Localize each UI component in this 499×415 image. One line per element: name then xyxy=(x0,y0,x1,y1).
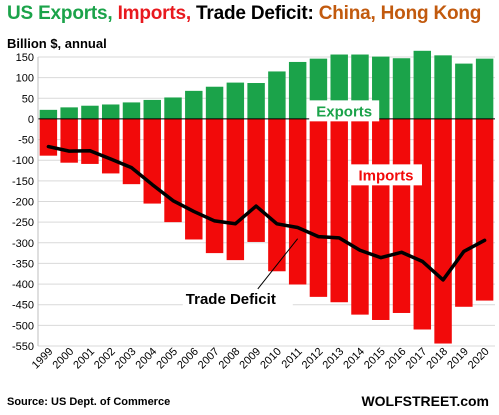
export-bar xyxy=(434,55,452,119)
source-note: Source: US Dept. of Commerce xyxy=(7,396,171,408)
y-tick-label: -450 xyxy=(12,300,34,312)
x-tick-label: 2003 xyxy=(113,346,139,372)
chart-title: US Exports, Imports, Trade Deficit: Chin… xyxy=(7,3,481,25)
import-bar xyxy=(122,118,141,185)
y-tick-label: -150 xyxy=(12,176,34,188)
trade-deficit-leader-line xyxy=(257,238,299,290)
imports-series-label: Imports xyxy=(358,167,413,184)
bars-layer xyxy=(39,50,494,344)
import-bar xyxy=(392,118,411,313)
title-imports: Imports, xyxy=(117,3,192,24)
chart-subtitle: Billion $, annual xyxy=(7,36,107,51)
export-bar xyxy=(288,61,307,119)
import-bar xyxy=(101,118,120,174)
import-bar xyxy=(413,118,432,330)
import-bar xyxy=(39,118,58,156)
export-bar xyxy=(247,83,265,119)
title-region: China, Hong Kong xyxy=(318,3,482,24)
export-bar xyxy=(413,50,432,119)
x-tick-label: 2008 xyxy=(217,346,243,372)
x-tick-label: 2012 xyxy=(300,346,326,372)
x-tick-label: 2019 xyxy=(445,346,471,372)
y-tick-label: -400 xyxy=(12,279,34,291)
import-bar xyxy=(226,118,245,261)
y-tick-label: -100 xyxy=(12,155,34,167)
import-bar xyxy=(288,118,307,285)
trade-deficit-series-label: Trade Deficit xyxy=(186,291,276,308)
export-bar xyxy=(226,82,245,119)
imports-label-box xyxy=(349,164,422,186)
import-bar xyxy=(247,118,265,242)
y-tick-label: 50 xyxy=(22,93,34,105)
exports-series-label: Exports xyxy=(316,103,372,120)
export-bar xyxy=(101,104,120,119)
label-layer: Exports Imports Trade Deficit xyxy=(182,100,422,310)
trade-deficit-line xyxy=(46,144,487,282)
x-tick-label: 2004 xyxy=(134,346,160,372)
x-tick-label: 2000 xyxy=(50,346,76,372)
export-bar xyxy=(60,107,78,119)
import-bar xyxy=(205,118,224,254)
import-bar xyxy=(372,118,390,320)
import-bar xyxy=(268,118,286,272)
trade-deficit-label-box xyxy=(182,287,293,310)
x-tick-label: 2010 xyxy=(258,346,284,372)
y-tick-label: -300 xyxy=(12,238,34,250)
export-bar xyxy=(39,109,58,119)
export-bar xyxy=(143,99,161,119)
x-tick-label: 2014 xyxy=(341,346,367,372)
brand-label: WOLFSTREET.com xyxy=(361,393,489,409)
y-tick-label: 100 xyxy=(16,73,34,85)
import-bar xyxy=(351,118,369,315)
export-bar xyxy=(268,71,286,119)
x-tick-label: 2011 xyxy=(280,346,305,371)
y-tick-label: -550 xyxy=(12,341,34,353)
y-tick-label: -500 xyxy=(12,320,34,332)
import-bar xyxy=(185,118,203,240)
export-bar xyxy=(185,90,203,119)
export-bar xyxy=(475,58,494,119)
x-tick-label: 2017 xyxy=(404,346,430,372)
y-tick-label: -200 xyxy=(12,197,34,209)
import-bar xyxy=(455,118,473,307)
export-bar xyxy=(205,86,224,119)
title-exports: US Exports, xyxy=(7,3,113,24)
title-trade-deficit: Trade Deficit: xyxy=(196,3,314,24)
import-bar xyxy=(60,118,78,163)
x-tick-label: 2015 xyxy=(362,346,388,372)
x-tick-label: 2020 xyxy=(466,346,492,372)
import-bar xyxy=(330,118,348,303)
y-tick-label: -50 xyxy=(18,135,34,147)
export-bar xyxy=(392,58,411,119)
x-tick-label: 2013 xyxy=(321,346,347,372)
x-tick-label: 2002 xyxy=(92,346,118,372)
x-tick-label: 2001 xyxy=(71,346,97,372)
export-bar xyxy=(455,63,473,119)
x-tick-label: 2005 xyxy=(154,346,180,372)
import-bar xyxy=(475,118,494,301)
x-tick-label: 2009 xyxy=(237,346,263,372)
exports-label-box xyxy=(309,100,380,122)
x-tick-label: 2007 xyxy=(196,346,222,372)
import-bar xyxy=(309,118,328,297)
export-bar xyxy=(81,105,99,119)
export-bar xyxy=(122,102,141,119)
export-bar xyxy=(164,97,182,119)
y-tick-label: -350 xyxy=(12,258,34,270)
x-tick-label: 2018 xyxy=(424,346,450,372)
line-layer xyxy=(46,144,487,282)
import-bar xyxy=(81,118,99,164)
import-bar xyxy=(164,118,182,223)
x-tick-label: 2006 xyxy=(175,346,201,372)
import-bar xyxy=(434,118,452,344)
x-tick-label: 2016 xyxy=(383,346,409,372)
y-tick-label: 150 xyxy=(16,52,34,64)
y-tick-label: -250 xyxy=(12,217,34,229)
y-tick-label: 0 xyxy=(28,114,34,126)
